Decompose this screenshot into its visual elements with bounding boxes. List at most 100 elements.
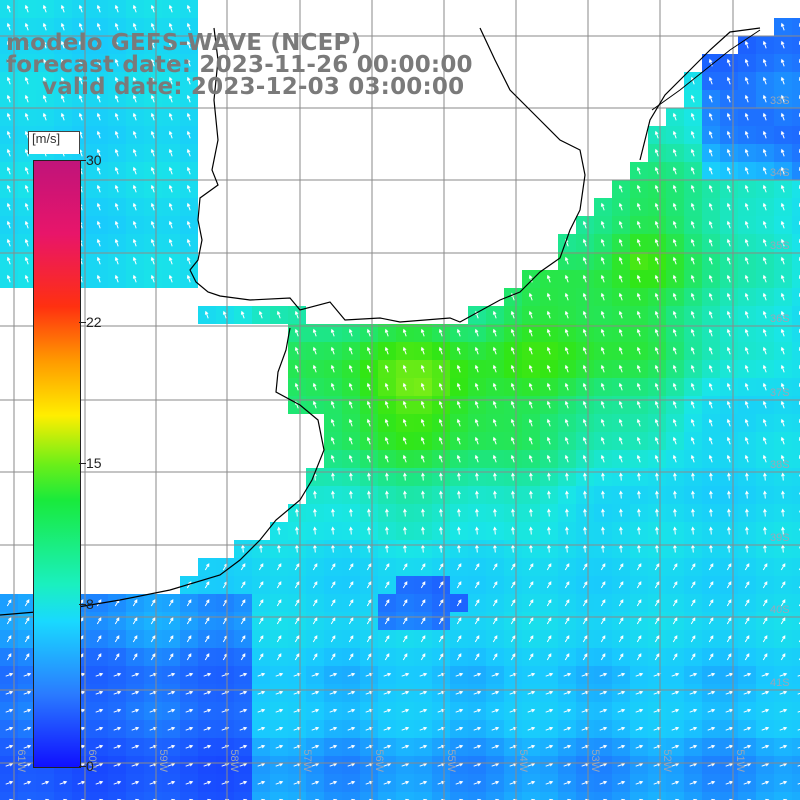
wind-arrow [367, 526, 371, 535]
wind-arrow [744, 94, 749, 103]
wind-arrow [582, 418, 587, 427]
wind-arrow [672, 238, 677, 247]
wind-speed-cell [792, 198, 800, 216]
wind-arrow [131, 690, 140, 695]
longitude-label: 60W [86, 749, 98, 772]
wind-arrow [690, 617, 696, 625]
wind-arrow [619, 490, 623, 499]
wind-arrow [455, 672, 464, 677]
wind-arrow [492, 364, 497, 373]
wind-arrow [600, 454, 605, 463]
wind-arrow [204, 617, 210, 625]
wind-arrow [95, 672, 104, 677]
wind-arrow [672, 364, 677, 373]
wind-arrow [761, 726, 770, 731]
wind-arrow [168, 617, 174, 625]
wind-arrow [132, 617, 138, 625]
wind-arrow [6, 76, 11, 85]
wind-arrow [276, 635, 282, 643]
wind-arrow [311, 744, 320, 749]
wind-arrow [348, 617, 354, 625]
wind-arrow [313, 508, 317, 517]
wind-arrow [510, 653, 516, 661]
wind-arrow [348, 653, 354, 661]
wind-arrow [186, 130, 191, 139]
wind-arrow [186, 635, 192, 643]
wind-arrow [42, 22, 47, 31]
wind-arrow [779, 690, 788, 695]
wind-arrow [203, 744, 212, 749]
colorbar-tick-label: 15 [86, 455, 102, 471]
wind-arrow [258, 310, 263, 319]
wind-arrow [582, 617, 588, 625]
wind-arrow [132, 274, 137, 283]
wind-arrow [150, 148, 155, 157]
wind-arrow [546, 328, 551, 337]
wind-arrow [113, 744, 122, 749]
wind-arrow [564, 400, 569, 409]
wind-arrow [348, 635, 354, 643]
wind-arrow [492, 581, 498, 589]
wind-arrow [276, 581, 282, 589]
wind-arrow [636, 635, 642, 643]
wind-arrow [654, 400, 659, 409]
wind-arrow [23, 744, 32, 749]
wind-arrow [60, 112, 65, 121]
wind-arrow [600, 400, 605, 409]
wind-arrow [168, 22, 173, 31]
wind-arrow [726, 274, 731, 283]
wind-arrow [744, 581, 750, 589]
wind-arrow [456, 364, 461, 373]
wind-arrow [402, 382, 407, 391]
wind-arrow [475, 508, 479, 517]
wind-arrow [762, 202, 767, 211]
wind-arrow [761, 690, 770, 695]
wind-arrow [239, 672, 248, 677]
wind-arrow [780, 148, 785, 157]
wind-arrow [780, 436, 785, 445]
wind-arrow [491, 690, 500, 695]
wind-arrow [528, 292, 533, 301]
wind-arrow [635, 690, 644, 695]
wind-arrow [131, 708, 140, 713]
wind-arrow [186, 599, 192, 607]
longitude-label: 61W [15, 749, 27, 772]
wind-speed-cell [792, 720, 800, 738]
wind-arrow [618, 202, 623, 211]
latitude-label: 39S [770, 532, 790, 544]
wind-arrow [5, 744, 14, 749]
wind-arrow [744, 184, 749, 193]
wind-arrow [600, 292, 605, 301]
wind-arrow [744, 274, 749, 283]
wind-arrow [420, 364, 425, 373]
wind-arrow [421, 472, 425, 481]
wind-arrow [744, 563, 750, 571]
wind-arrow [601, 508, 605, 517]
wind-arrow [545, 744, 554, 749]
latitude-label: 40S [770, 604, 790, 616]
wind-arrow [330, 599, 336, 607]
wind-arrow [276, 310, 281, 319]
wind-arrow [545, 672, 554, 677]
wind-arrow [744, 112, 749, 121]
wind-arrow [617, 672, 626, 677]
wind-arrow [455, 690, 464, 695]
wind-arrow [564, 617, 570, 625]
wind-arrow [96, 238, 101, 247]
wind-arrow [600, 653, 606, 661]
wind-arrow [366, 581, 372, 589]
wind-arrow [708, 148, 713, 157]
wind-arrow [529, 508, 533, 517]
wind-arrow [150, 166, 155, 175]
wind-arrow [564, 454, 569, 463]
wind-arrow [528, 400, 533, 409]
wind-arrow [744, 454, 749, 463]
wind-arrow [546, 346, 551, 355]
wind-arrow [6, 166, 11, 175]
wind-arrow [60, 40, 65, 49]
wind-arrow [420, 436, 425, 445]
wind-arrow [492, 599, 498, 607]
wind-arrow [582, 292, 587, 301]
wind-arrow [582, 346, 587, 355]
wind-arrow [491, 672, 500, 677]
